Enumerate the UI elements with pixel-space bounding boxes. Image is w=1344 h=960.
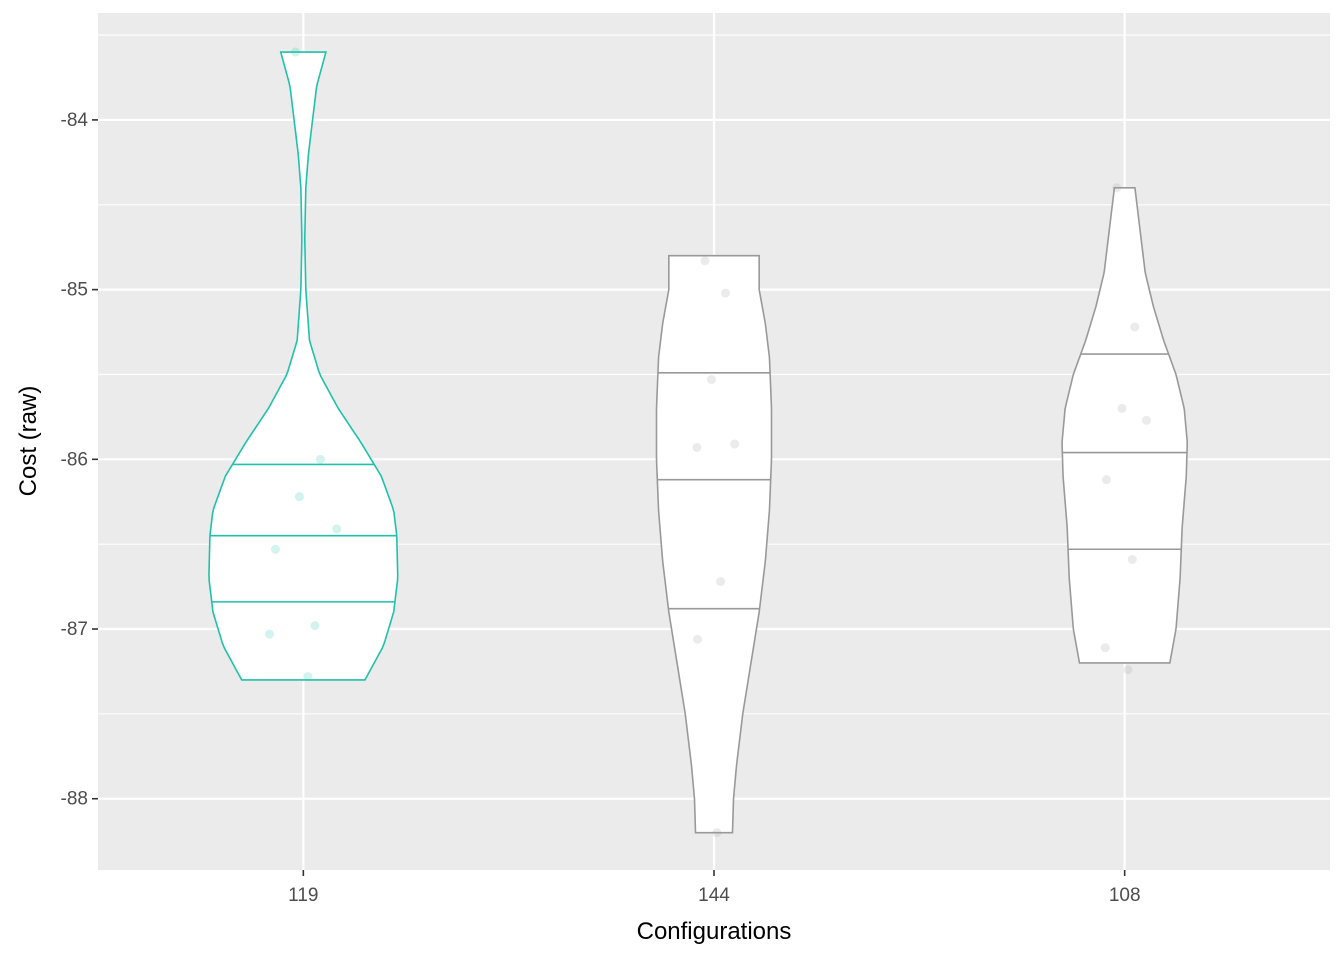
data-point [332, 524, 342, 534]
data-point [315, 454, 325, 464]
data-point [1123, 665, 1133, 675]
data-point [1101, 475, 1111, 485]
y-tick-label: -86 [61, 449, 88, 470]
data-point [1100, 643, 1110, 653]
violin-108 [1061, 186, 1189, 664]
x-tick-label: 144 [698, 885, 730, 906]
x-axis-title: Configurations [637, 918, 792, 945]
data-point [692, 634, 702, 644]
violins [208, 51, 1189, 834]
y-tick-label: -88 [61, 789, 88, 810]
data-point [1117, 403, 1127, 413]
data-point [290, 47, 300, 57]
data-point [730, 439, 740, 449]
data-point [706, 375, 716, 385]
jitter-points [264, 47, 1151, 838]
x-tick-label: 108 [1109, 885, 1141, 906]
data-point [294, 492, 304, 502]
data-point [270, 544, 280, 554]
x-tick-label: 119 [288, 885, 318, 906]
data-point [1112, 183, 1122, 193]
x-axis: 119 144 108 [288, 870, 1141, 906]
data-point [1130, 322, 1140, 332]
y-tick-label: -87 [61, 619, 88, 640]
y-tick-label: -84 [61, 110, 89, 131]
violin-144 [655, 254, 773, 834]
y-axis: -84 -85 -86 -87 -88 [61, 110, 98, 810]
data-point [712, 828, 722, 838]
data-point [721, 288, 731, 298]
data-point [1141, 415, 1151, 425]
data-point [716, 577, 726, 586]
data-point [303, 672, 313, 682]
y-tick-label: -85 [61, 280, 88, 301]
data-point [700, 256, 710, 266]
data-point [310, 621, 320, 631]
violin-119 [208, 51, 399, 681]
data-point [264, 629, 274, 639]
data-point [1127, 554, 1137, 564]
y-axis-title: Cost (raw) [15, 386, 42, 497]
data-point [692, 442, 702, 452]
